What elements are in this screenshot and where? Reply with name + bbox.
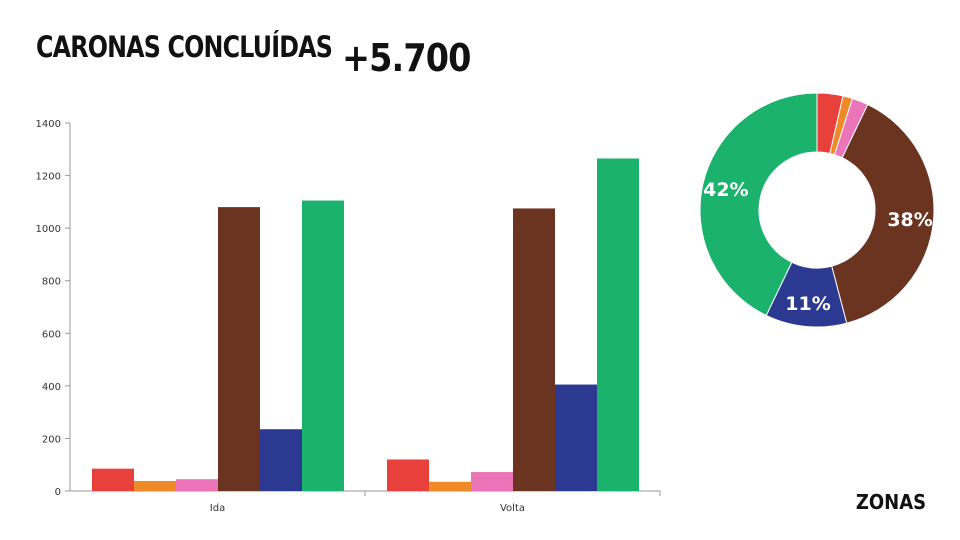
y-tick-label: 200 (42, 434, 61, 445)
bar-chart: 0 200 400 600 800 1000 1200 1400 Ida Volta (36, 119, 661, 514)
donut-slice-3 (833, 97, 869, 159)
x-tick-label: Ida (210, 503, 225, 514)
bar-ida-1 (92, 468, 134, 491)
title-block: CARONAS CONCLUÍDAS (36, 30, 397, 64)
page-title: CARONAS CONCLUÍDAS (36, 30, 333, 64)
zones-label: ZONAS (855, 490, 926, 514)
bar-volta-3 (471, 472, 513, 491)
donut-slice-4 (831, 103, 935, 324)
bar-ida-5 (260, 429, 302, 491)
bar-ida-4 (218, 207, 260, 491)
y-tick-label: 0 (55, 487, 61, 498)
bar-ida-2 (134, 481, 176, 491)
bar-ida-6 (302, 200, 344, 492)
donut-slice-1 (816, 92, 844, 155)
bar-volta-5 (555, 384, 597, 491)
bar-ida-3 (176, 479, 218, 491)
donut-slice-label: 42% (703, 179, 748, 201)
y-tick-label: 1400 (36, 119, 61, 130)
bar-volta-1 (387, 459, 429, 491)
donut-slice-label: 11% (785, 293, 830, 315)
donut-slice-2 (829, 95, 854, 156)
bar-volta-2 (429, 481, 471, 491)
bar-volta-4 (513, 208, 555, 491)
y-tick-label: 1000 (36, 224, 61, 235)
y-tick-label: 400 (42, 382, 61, 393)
donut-slice-6 (699, 92, 818, 317)
total-rides-count: +5.700 (342, 36, 471, 80)
bar-volta-6 (597, 158, 639, 491)
y-tick-label: 600 (42, 329, 61, 340)
donut-slice-label: 38% (887, 209, 932, 231)
donut-slice-5 (765, 261, 848, 328)
x-tick-label: Volta (500, 503, 525, 514)
y-tick-label: 1200 (36, 172, 61, 183)
y-tick-label: 800 (42, 277, 61, 288)
